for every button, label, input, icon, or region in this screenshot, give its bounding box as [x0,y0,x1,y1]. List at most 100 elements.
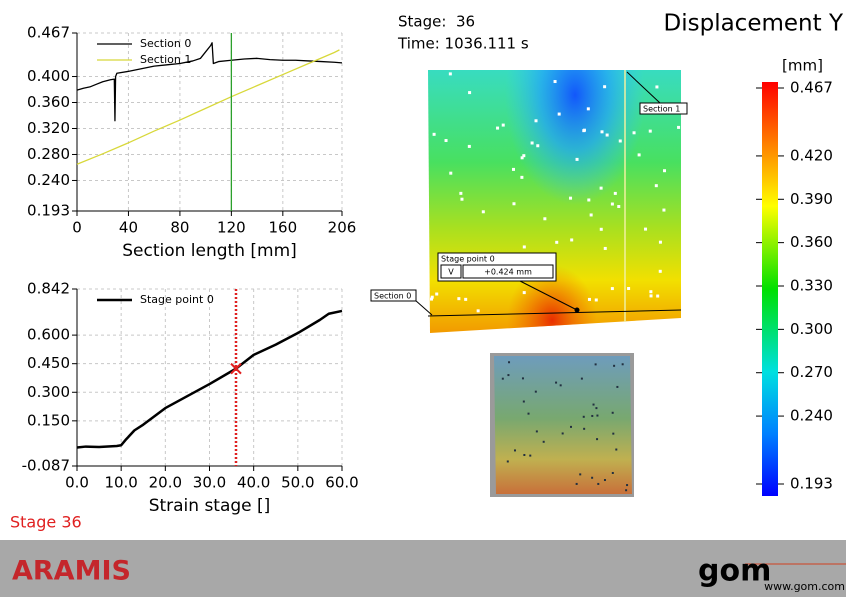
speckle [513,449,516,452]
speckle [520,175,524,179]
field-image [428,70,681,333]
x-tick-label: 60.0 [325,474,358,492]
speckle [583,427,586,430]
speckle [644,227,648,231]
speckle [569,425,572,428]
x-tick-label: 206 [328,219,357,237]
speckle [523,453,526,456]
speckle [521,377,524,380]
url: www.gom.com [764,580,845,593]
colorbar-label: 0.390 [790,190,833,208]
speckle [570,238,574,242]
speckle [459,191,463,195]
speckle [613,364,616,367]
speckle [457,297,461,301]
speckle [591,476,594,479]
y-tick-label: 0.320 [27,119,70,137]
stage-label: Stage: [398,13,446,31]
speckle [599,227,603,231]
speckle [599,186,603,190]
section-1-label: Section 1 [643,105,680,114]
speckle [464,297,468,301]
speckle [663,169,667,173]
colorbar-unit: [mm] [782,57,823,75]
speckle [543,217,547,221]
speckle [600,130,604,134]
speckle [557,112,561,116]
speckle [587,297,591,301]
speckle [468,91,472,95]
speckle [662,208,666,212]
speckle [626,484,629,487]
section-0-label: Section 0 [374,292,411,301]
speckle [535,430,538,433]
speckle [582,128,586,132]
speckle [621,363,624,366]
colorbar-label: 0.300 [790,320,833,338]
y-tick-label: -0.087 [22,457,70,475]
x-tick-label: 30.0 [193,474,226,492]
y-tick-label: 0.150 [27,411,70,429]
speckle [591,414,594,417]
y-tick-label: 0.467 [27,24,70,42]
x-tick-label: 0.0 [65,474,89,492]
speckle [536,144,540,148]
series-line [76,309,343,449]
x-tick-label: 20.0 [149,474,182,492]
speckle [587,198,591,202]
speckle [555,240,559,244]
speckle [617,204,621,208]
colorbar-label: 0.330 [790,277,833,295]
leader [626,71,661,104]
speckle [603,479,606,482]
speckle [596,438,599,441]
speckle [627,287,631,291]
speckle [496,126,500,130]
speckle [610,287,614,291]
footer-bar [0,540,846,597]
speckle [603,246,607,250]
speckle [553,80,557,84]
speckle [522,400,525,403]
speckle [580,377,583,380]
speckle [520,156,524,160]
speckle [522,291,526,295]
speckle [613,191,617,195]
speckle [611,411,614,414]
speckle [561,432,564,435]
product-name: ARAMIS [12,556,131,587]
speckle [592,403,595,406]
speckle [595,407,598,410]
speckle [603,85,607,89]
y-tick-label: 0.600 [27,326,70,344]
x-axis-label: Strain stage [] [149,496,271,516]
label-box [639,102,688,115]
speckle [569,196,573,200]
speckle [542,440,545,443]
label-box [370,289,417,302]
speckle [527,412,530,415]
speckle [594,298,598,302]
speckle [476,309,480,313]
speckle [594,363,597,366]
speckle [625,489,628,492]
x-tick-label: 160 [269,219,298,237]
speckle [529,454,532,457]
colorbar-label: 0.467 [790,79,833,97]
x-tick-label: 0 [72,219,82,237]
speckle [444,139,448,143]
speckle [649,290,653,294]
speckle [579,473,582,476]
speckle [632,131,636,135]
y-tick-label: 0.842 [27,280,70,298]
speckle [449,171,453,175]
speckle [511,167,515,171]
speckle [648,129,652,133]
speckle [430,295,434,299]
camera-image [494,356,632,494]
y-tick-label: 0.280 [27,145,70,163]
speckle [677,125,681,129]
speckle [522,245,526,249]
title: Displacement Y [664,11,844,37]
colorbar-label: 0.240 [790,407,833,425]
